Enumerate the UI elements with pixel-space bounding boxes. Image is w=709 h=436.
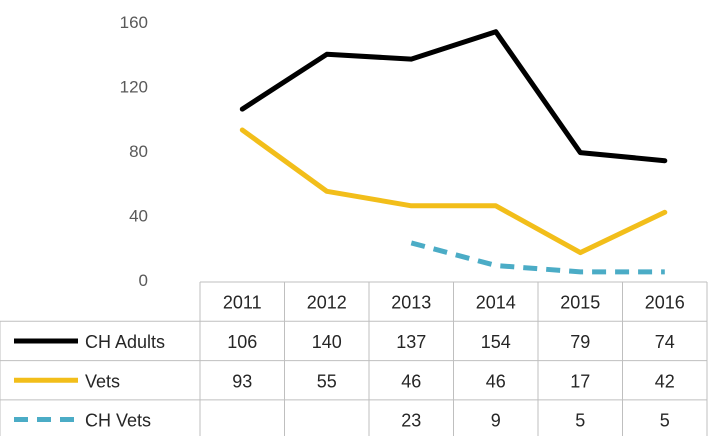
data-label-vets-2015: 17 <box>570 371 590 391</box>
y-tick-label-40: 40 <box>129 207 148 226</box>
x-tick-label-2011: 2011 <box>223 293 262 313</box>
data-label-vets-2011: 93 <box>232 371 252 391</box>
y-tick-label-120: 120 <box>120 78 148 97</box>
data-label-vets-2013: 46 <box>401 371 421 391</box>
data-label-ch-vets-2015: 5 <box>575 411 585 431</box>
x-tick-label-2015: 2015 <box>560 293 600 313</box>
x-tick-label-2014: 2014 <box>476 293 516 313</box>
y-tick-label-0: 0 <box>139 271 148 290</box>
data-label-ch-adults-2012: 140 <box>312 332 342 352</box>
data-table: 2011 2012 2013 2014 2015 2016 CH Adults 106 140 1… <box>0 281 708 436</box>
y-tick-label-160: 160 <box>120 13 148 32</box>
legend-label-ch-adults: CH Adults <box>85 332 165 352</box>
plot-area <box>239 29 668 275</box>
data-label-ch-adults-2016: 74 <box>655 332 675 352</box>
x-tick-label-2016: 2016 <box>645 293 685 313</box>
data-label-ch-vets-2013: 23 <box>401 411 421 431</box>
data-label-ch-adults-2013: 137 <box>396 332 426 352</box>
series-line-ch-adults <box>239 29 668 164</box>
x-tick-label-2013: 2013 <box>391 293 431 313</box>
series-line-vets <box>239 127 668 256</box>
data-label-vets-2014: 46 <box>486 371 506 391</box>
data-label-vets-2016: 42 <box>655 371 675 391</box>
data-label-ch-adults-2015: 79 <box>570 332 590 352</box>
data-label-ch-adults-2011: 106 <box>227 332 257 352</box>
data-label-vets-2012: 55 <box>317 371 337 391</box>
data-label-ch-vets-2014: 9 <box>491 411 501 431</box>
data-label-ch-vets-2016: 5 <box>660 411 670 431</box>
legend-label-vets: Vets <box>85 371 120 391</box>
y-tick-label-80: 80 <box>129 142 148 161</box>
y-axis: 0 40 80 120 160 <box>120 13 148 290</box>
series-line-ch-vets <box>410 240 665 275</box>
legend-label-ch-vets: CH Vets <box>85 411 151 431</box>
x-tick-label-2012: 2012 <box>307 293 347 313</box>
data-label-ch-adults-2014: 154 <box>481 332 511 352</box>
